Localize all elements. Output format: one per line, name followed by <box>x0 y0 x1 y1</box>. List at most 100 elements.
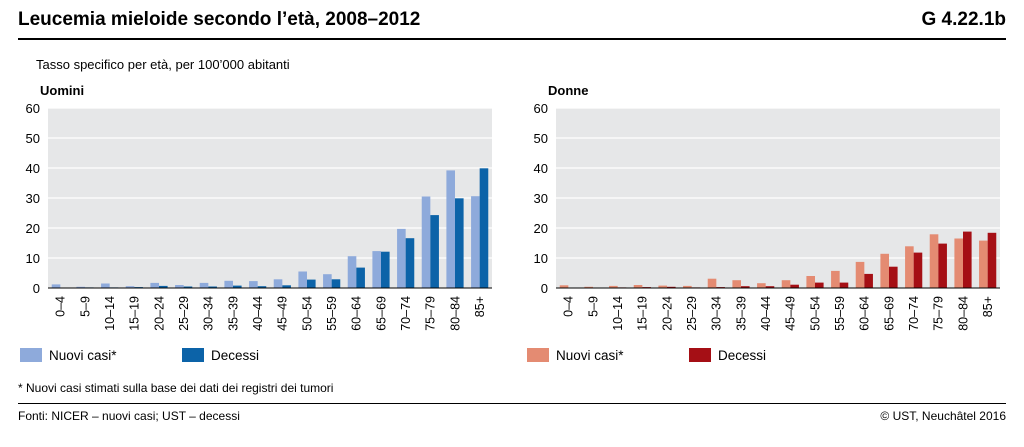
legend-label-women-new: Nuovi casi* <box>556 348 624 363</box>
y-tick-label: 20 <box>26 221 40 236</box>
x-tick-label: 40–44 <box>251 296 265 331</box>
legend-swatch-men-deaths <box>182 348 204 362</box>
bar-deaths <box>307 279 316 288</box>
bar-new-cases <box>584 286 593 288</box>
legend-label-women-deaths: Decessi <box>718 348 767 363</box>
x-tick-label: 10–14 <box>103 296 117 331</box>
x-tick-label: 20–24 <box>152 296 166 331</box>
footnote: * Nuovi casi stimati sulla base dei dati… <box>18 381 334 395</box>
y-tick-label: 60 <box>534 101 548 116</box>
bar-deaths <box>430 215 439 288</box>
x-tick-label: 5–9 <box>78 296 92 317</box>
bar-deaths <box>987 232 997 288</box>
legend-swatch-women-deaths <box>689 348 711 362</box>
chart-svg: Donne 0 10 20 30 40 50 60 0–4 5–9 10–14 15–19 20–24 2… <box>534 83 1000 331</box>
bar-new-cases <box>51 284 61 288</box>
bar-new-cases <box>880 253 889 288</box>
x-tick-label: 50–54 <box>300 296 314 331</box>
x-tick-label: 85+ <box>473 296 487 317</box>
x-tick-label: 80–84 <box>448 296 462 331</box>
chart-subtitle: Tasso specifico per età, per 100’000 abi… <box>36 57 290 72</box>
bar-deaths <box>839 282 849 288</box>
bar-deaths <box>963 231 972 288</box>
bar-new-cases <box>273 279 283 288</box>
bar-deaths <box>765 286 775 288</box>
x-tick-label: 75–79 <box>424 296 438 331</box>
bar-deaths <box>815 282 824 288</box>
legend-item-women-deaths: Decessi <box>689 348 766 363</box>
x-tick-label: 70–74 <box>907 296 921 331</box>
x-tick-label: 70–74 <box>399 296 413 331</box>
x-tick-label: 45–49 <box>276 296 290 331</box>
bar-new-cases <box>633 285 643 288</box>
bar-new-cases <box>855 261 865 288</box>
bar-deaths <box>183 286 193 288</box>
bar-new-cases <box>757 283 766 288</box>
bar-new-cases <box>347 256 357 288</box>
y-tick-label: 40 <box>534 161 548 176</box>
bar-new-cases <box>609 285 618 288</box>
bar-new-cases <box>559 285 569 288</box>
panel-title: Uomini <box>40 83 84 98</box>
x-tick-label: 80–84 <box>956 296 970 331</box>
x-tick-label: 30–34 <box>202 296 216 331</box>
y-tick-label: 60 <box>26 101 40 116</box>
bar-new-cases <box>397 228 406 288</box>
bar-deaths <box>381 251 390 288</box>
panel-title: Donne <box>548 83 588 98</box>
x-tick-label: 60–64 <box>858 296 872 331</box>
x-tick-label: 65–69 <box>374 296 388 331</box>
bar-new-cases <box>372 251 381 288</box>
bar-new-cases <box>125 286 135 288</box>
bar-new-cases <box>707 278 717 288</box>
chart-donne: Donne 0 10 20 30 40 50 60 0–4 5–9 10–14 15–19 20–24 2… <box>526 80 1016 350</box>
bar-new-cases <box>781 280 791 288</box>
x-tick-label: 65–69 <box>882 296 896 331</box>
legend-swatch-men-new <box>20 348 42 362</box>
legend-item-men-new: Nuovi casi* <box>20 348 117 363</box>
copyright: © UST, Neuchâtel 2016 <box>880 409 1006 423</box>
bar-new-cases <box>421 196 431 288</box>
bar-deaths <box>159 285 168 288</box>
bar-new-cases <box>954 238 963 288</box>
bar-deaths <box>667 286 676 288</box>
bar-deaths <box>208 286 217 288</box>
x-tick-label: 0–4 <box>562 296 576 317</box>
x-tick-label: 0–4 <box>54 296 68 317</box>
bar-deaths <box>331 279 341 288</box>
bar-deaths <box>864 273 873 288</box>
x-tick-label: 85+ <box>981 296 995 317</box>
y-tick-label: 10 <box>534 251 548 266</box>
bar-deaths <box>257 286 267 288</box>
bar-deaths <box>938 243 947 288</box>
x-tick-label: 45–49 <box>784 296 798 331</box>
top-divider <box>18 38 1006 40</box>
bar-deaths <box>405 238 415 288</box>
x-tick-label: 30–34 <box>710 296 724 331</box>
y-tick-label: 50 <box>26 131 40 146</box>
bar-deaths <box>455 198 464 288</box>
x-tick-label: 75–79 <box>932 296 946 331</box>
bar-deaths <box>913 252 923 288</box>
bar-new-cases <box>979 240 988 288</box>
chart-svg: Uomini 0 10 20 30 40 50 60 0–4 5–9 10–14 15–19 20–24… <box>26 83 492 331</box>
x-tick-label: 35–39 <box>226 296 240 331</box>
x-tick-label: 40–44 <box>759 296 773 331</box>
bar-new-cases <box>831 270 840 288</box>
bar-new-cases <box>199 282 209 288</box>
x-tick-label: 15–19 <box>128 296 142 331</box>
bar-new-cases <box>323 274 332 288</box>
bar-new-cases <box>101 283 110 288</box>
bar-deaths <box>356 267 365 288</box>
bar-new-cases <box>249 281 258 288</box>
bar-deaths <box>479 168 489 288</box>
bar-new-cases <box>929 234 939 288</box>
x-tick-label: 5–9 <box>586 296 600 317</box>
bar-new-cases <box>298 271 307 288</box>
y-tick-label: 30 <box>534 191 548 206</box>
bar-deaths <box>233 285 242 288</box>
x-tick-label: 15–19 <box>636 296 650 331</box>
x-tick-label: 20–24 <box>660 296 674 331</box>
bar-deaths <box>790 284 799 288</box>
x-tick-label: 55–59 <box>833 296 847 331</box>
